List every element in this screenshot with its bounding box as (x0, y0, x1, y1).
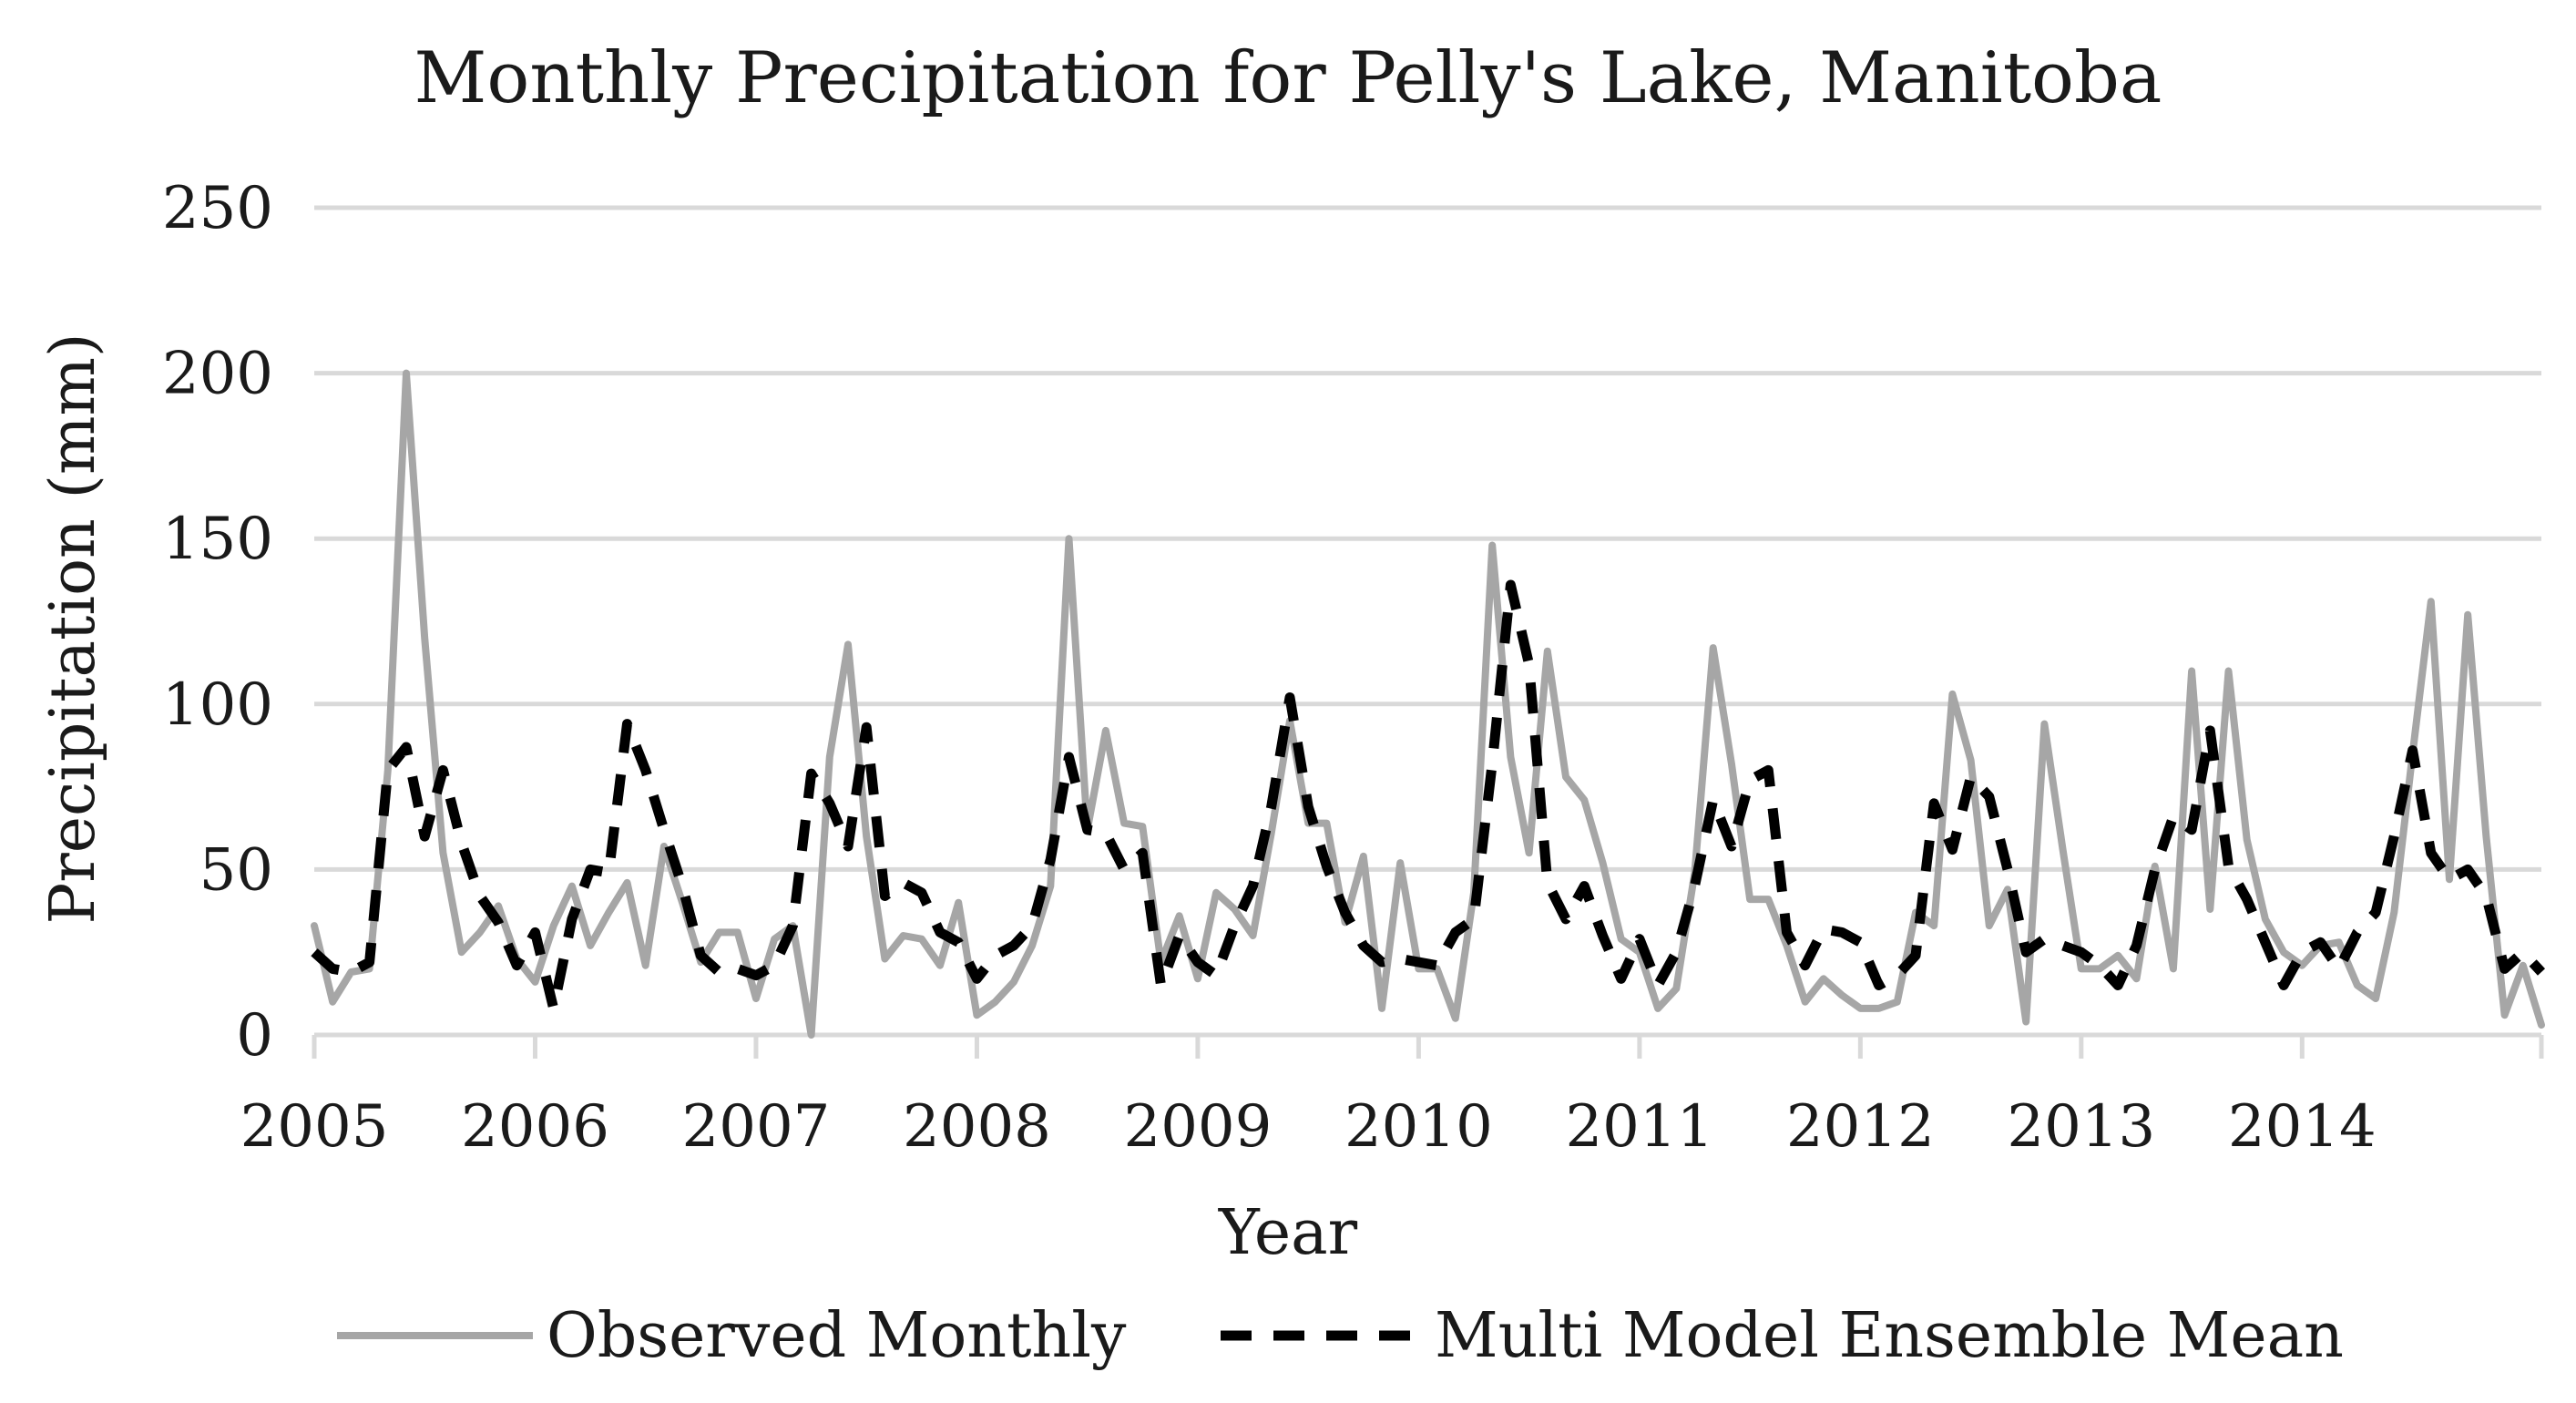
y-tick-label: 250 (162, 175, 273, 242)
x-tick-label: 2009 (1123, 1093, 1272, 1161)
x-tick-labels: 2005 2006 2007 2008 2009 2010 2011 2012 2013 2014 (240, 1093, 2377, 1161)
x-tick-label: 2005 (240, 1093, 389, 1161)
chart-title: Monthly Precipitation for Pelly's Lake, … (414, 37, 2162, 119)
legend: Observed Monthly Multi Model Ensemble Me… (337, 1300, 2344, 1372)
y-axis-title: Precipitation (mm) (37, 333, 109, 925)
x-tick-label: 2008 (903, 1093, 1051, 1161)
x-axis (312, 1032, 2544, 1059)
x-tick-label: 2012 (1786, 1093, 1935, 1161)
y-tick-label: 100 (162, 671, 273, 739)
x-axis-title: Year (1218, 1197, 1358, 1269)
x-tick-label: 2006 (461, 1093, 609, 1161)
x-tick-label: 2014 (2228, 1093, 2377, 1161)
y-tick-label: 50 (199, 836, 273, 904)
y-tick-label: 200 (162, 341, 273, 408)
legend-label-ensemble: Multi Model Ensemble Mean (1435, 1300, 2344, 1372)
x-tick-label: 2013 (2007, 1093, 2155, 1161)
series-lines (311, 369, 2546, 1039)
y-tick-label: 150 (162, 506, 273, 573)
y-tick-label: 0 (236, 1002, 273, 1070)
series-line-ensemble (311, 579, 2546, 1014)
legend-label-observed: Observed Monthly (547, 1300, 1127, 1372)
x-tick-label: 2011 (1565, 1093, 1713, 1161)
gridlines (314, 205, 2541, 872)
y-tick-labels: 0 50 100 150 200 250 (162, 175, 273, 1070)
x-tick-label: 2010 (1344, 1093, 1493, 1161)
x-tick-label: 2007 (682, 1093, 831, 1161)
